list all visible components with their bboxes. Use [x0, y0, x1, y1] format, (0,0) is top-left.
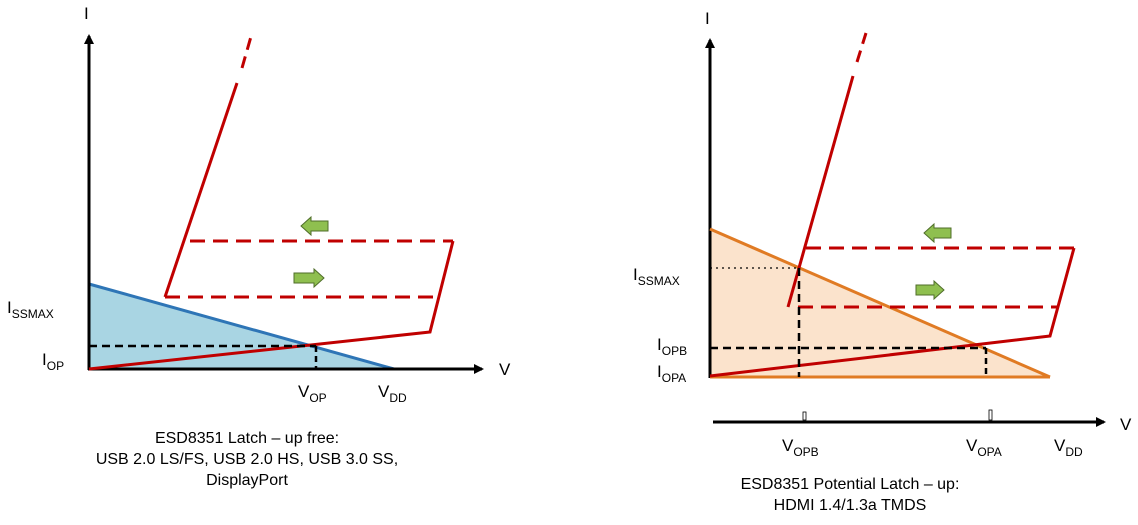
left-iop-subscript: OP [47, 359, 64, 373]
left-vop-label: VOP [298, 382, 327, 405]
right-issmax-subscript: SSMAX [638, 274, 680, 288]
left-caption: ESD8351 Latch – up free: USB 2.0 LS/FS, … [62, 428, 432, 491]
right-x-tick-vopb [802, 411, 807, 421]
right-vopb-label: VOPB [782, 436, 819, 459]
left-iop-letter: I [42, 350, 47, 369]
right-iopb-subscript: OPB [662, 344, 687, 358]
left-issmax-subscript: SSMAX [12, 307, 54, 321]
left-diagram: I V ISSMAX IOP VOP VDD [7, 4, 511, 405]
right-caption-line2: HDMI 1.4/1.3a TMDS [773, 497, 927, 514]
right-vdd-letter: V [1054, 436, 1066, 455]
right-x-tick-vopa [988, 409, 993, 421]
right-vdd-label: VDD [1054, 436, 1083, 459]
right-vopa-letter: V [966, 436, 978, 455]
left-axis-x-label: V [499, 360, 511, 379]
left-load-line [88, 282, 395, 371]
right-snapback-rise-dash [855, 32, 868, 63]
left-snapback-curve [88, 240, 455, 371]
right-iopa-label: IOPA [657, 362, 686, 385]
right-vopa-label: VOPA [966, 436, 1002, 459]
left-caption-line3: DisplayPort [206, 472, 288, 489]
left-issmax-label: ISSMAX [7, 298, 54, 321]
left-vop-subscript: OP [309, 391, 326, 405]
right-vopa-subscript: OPA [977, 445, 1001, 459]
left-vop-letter: V [298, 382, 310, 401]
right-vopb-letter: V [782, 436, 794, 455]
left-arrow-left-icon [300, 215, 329, 237]
right-arrow-right-icon [915, 279, 945, 301]
right-caption-line1: ESD8351 Potential Latch – up: [740, 476, 960, 493]
left-vdd-subscript: DD [389, 391, 407, 405]
right-caption: ESD8351 Potential Latch – up: HDMI 1.4/1… [700, 474, 1000, 516]
right-vdd-subscript: DD [1065, 445, 1083, 459]
right-snapback-curve [709, 247, 1076, 378]
right-axis-y-label: I [705, 9, 710, 28]
right-iopa-letter: I [657, 362, 662, 381]
right-issmax-label: ISSMAX [633, 265, 680, 288]
left-caption-line2: USB 2.0 LS/FS, USB 2.0 HS, USB 3.0 SS, [95, 451, 399, 468]
left-axis-y-label: I [84, 4, 89, 23]
right-iopa-subscript: OPA [662, 371, 686, 385]
left-vdd-label: VDD [378, 382, 407, 405]
left-vdd-letter: V [378, 382, 390, 401]
left-snapback-rise-dash [240, 32, 254, 69]
left-snapback-rise [163, 82, 239, 298]
right-issmax-letter: I [633, 265, 638, 284]
left-iop-label: IOP [42, 350, 64, 373]
left-arrow-right-icon [293, 267, 325, 289]
right-axis-x-label: V [1120, 415, 1132, 434]
left-caption-line1: ESD8351 Latch – up free: [154, 430, 340, 447]
right-iopb-label: IOPB [657, 335, 687, 358]
right-arrow-left-icon [923, 222, 952, 244]
right-load-line [709, 227, 1051, 379]
left-issmax-letter: I [7, 298, 12, 317]
right-diagram: I V ISSMAX IOPB IOPA VOPB VOPA VDD [633, 9, 1132, 459]
right-iopb-letter: I [657, 335, 662, 354]
right-vopb-subscript: OPB [793, 445, 818, 459]
